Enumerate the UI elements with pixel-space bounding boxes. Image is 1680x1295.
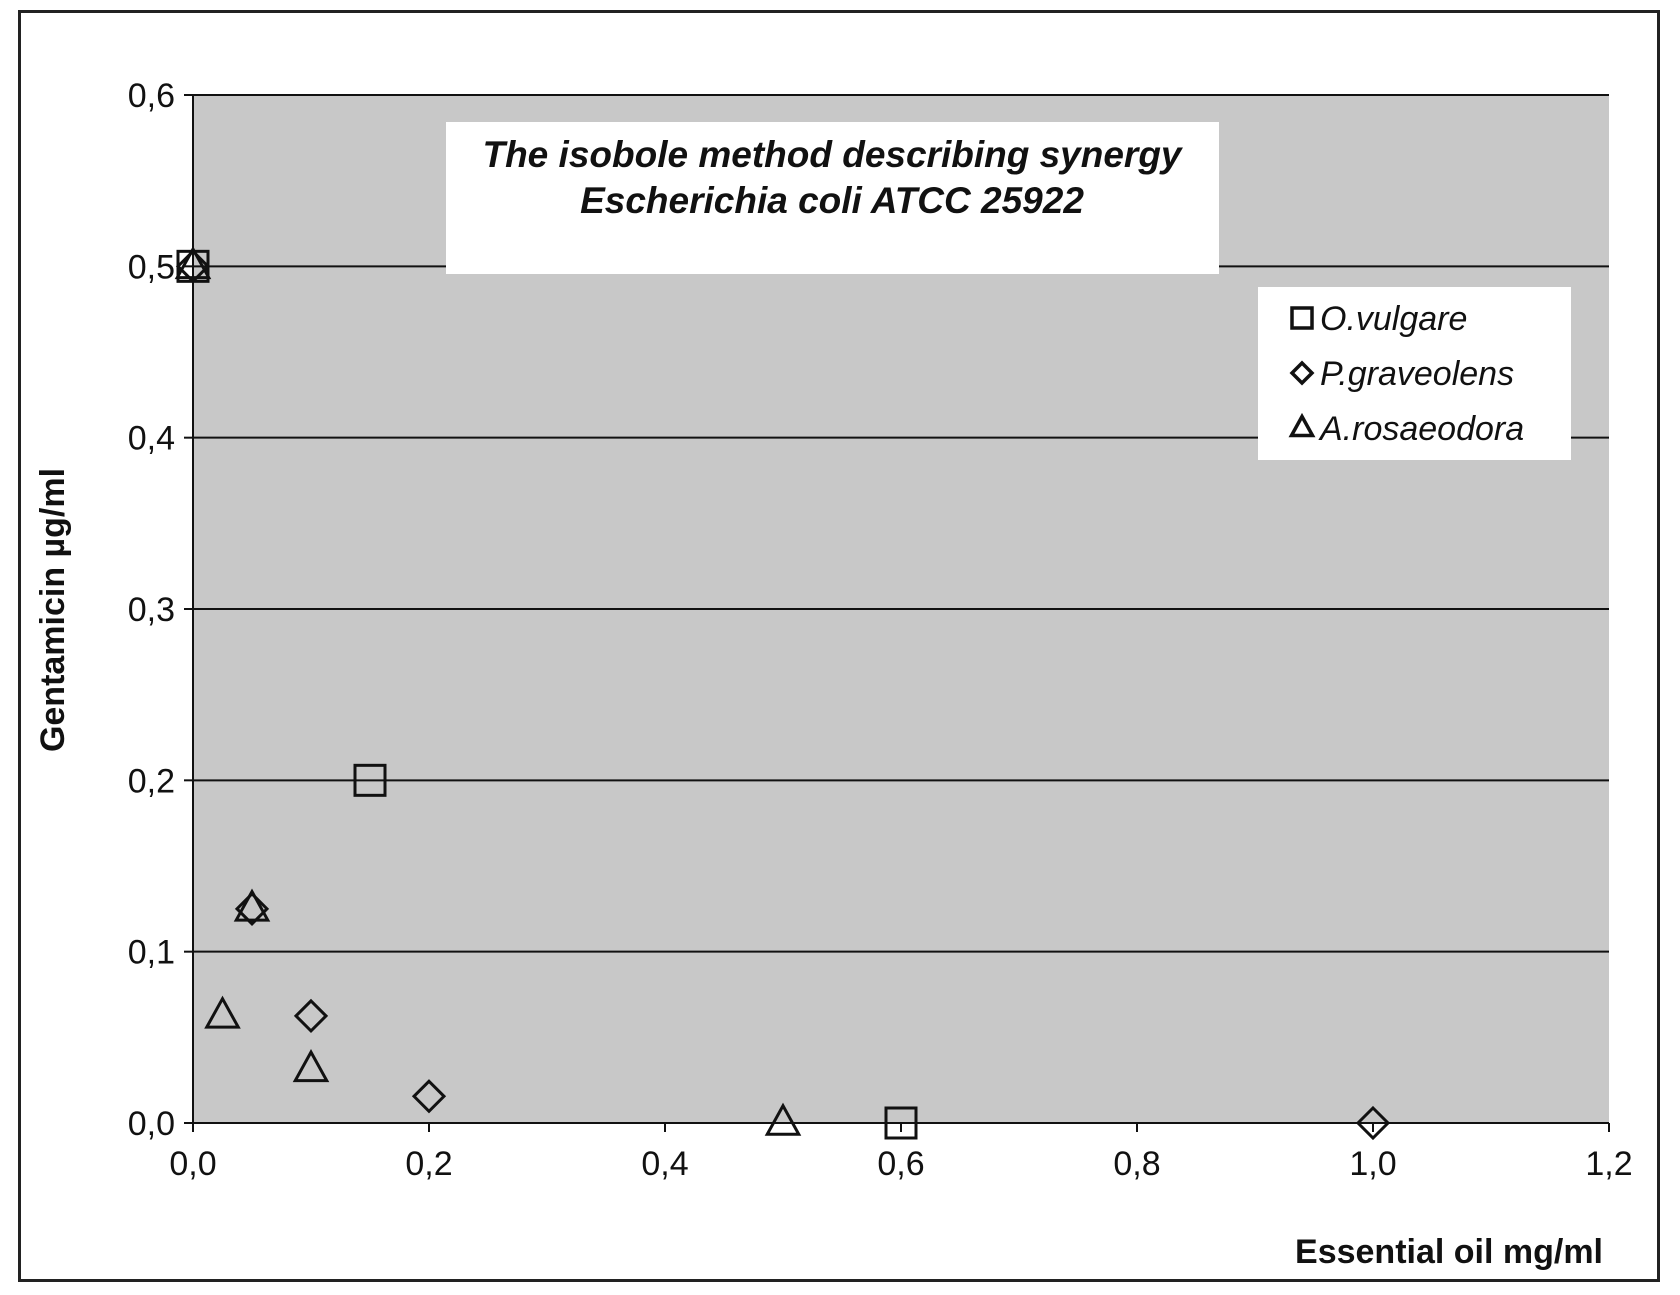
y-tick-label: 0,2 bbox=[128, 762, 175, 800]
diamond-point bbox=[175, 249, 211, 284]
diamond-point bbox=[234, 891, 270, 926]
square-point bbox=[353, 763, 387, 797]
x-tick-label: 1,0 bbox=[1349, 1145, 1396, 1183]
triangle-point bbox=[174, 245, 212, 280]
chart-title: The isobole method describing synergy bbox=[482, 134, 1183, 175]
diamond-point bbox=[1355, 1105, 1391, 1141]
y-tick-label: 0,5 bbox=[128, 248, 175, 286]
x-axis-title: Essential oil mg/ml bbox=[1295, 1233, 1603, 1271]
y-tick-label: 0,4 bbox=[128, 420, 175, 458]
legend-triangle-icon bbox=[1288, 412, 1316, 438]
legend: O.vulgare P.graveolens A.rosaeodora bbox=[1258, 287, 1571, 460]
legend-diamond-icon bbox=[1289, 360, 1315, 386]
legend-square-icon bbox=[1290, 306, 1314, 330]
y-tick-label: 0,1 bbox=[128, 934, 175, 972]
x-tick-label: 0,6 bbox=[877, 1145, 924, 1183]
triangle-point bbox=[292, 1049, 330, 1083]
legend-label: P.graveolens bbox=[1320, 355, 1514, 393]
x-tick-label: 0,2 bbox=[405, 1145, 452, 1183]
x-tick-label: 0,4 bbox=[641, 1145, 688, 1183]
square-point bbox=[884, 1106, 918, 1140]
x-tick-label: 1,2 bbox=[1585, 1145, 1632, 1183]
triangle-point bbox=[204, 995, 241, 1029]
triangle-point bbox=[233, 888, 271, 922]
chart-subtitle: Escherichia coli ATCC 25922 bbox=[580, 180, 1084, 221]
diamond-point bbox=[293, 998, 329, 1034]
y-ticks: 0,0 0,1 0,2 0,3 0,4 0,5 0,6 bbox=[128, 77, 193, 1143]
x-tick-label: 0,8 bbox=[1113, 1145, 1160, 1183]
legend-label: O.vulgare bbox=[1320, 300, 1467, 338]
triangle-point bbox=[764, 1102, 802, 1136]
x-tick-label: 0,0 bbox=[169, 1145, 216, 1183]
x-ticks: 0,0 0,2 0,4 0,6 0,8 1,0 1,2 bbox=[169, 1123, 1633, 1183]
legend-label: A.rosaeodora bbox=[1318, 410, 1524, 448]
title-box: The isobole method describing synergy Es… bbox=[446, 122, 1219, 274]
y-tick-label: 0,0 bbox=[128, 1105, 175, 1143]
data-points bbox=[174, 245, 1391, 1141]
y-tick-label: 0,6 bbox=[128, 77, 175, 115]
y-axis-title: Gentamicin µg/ml bbox=[34, 468, 72, 752]
y-tick-label: 0,3 bbox=[128, 591, 175, 629]
diamond-point bbox=[411, 1079, 447, 1114]
